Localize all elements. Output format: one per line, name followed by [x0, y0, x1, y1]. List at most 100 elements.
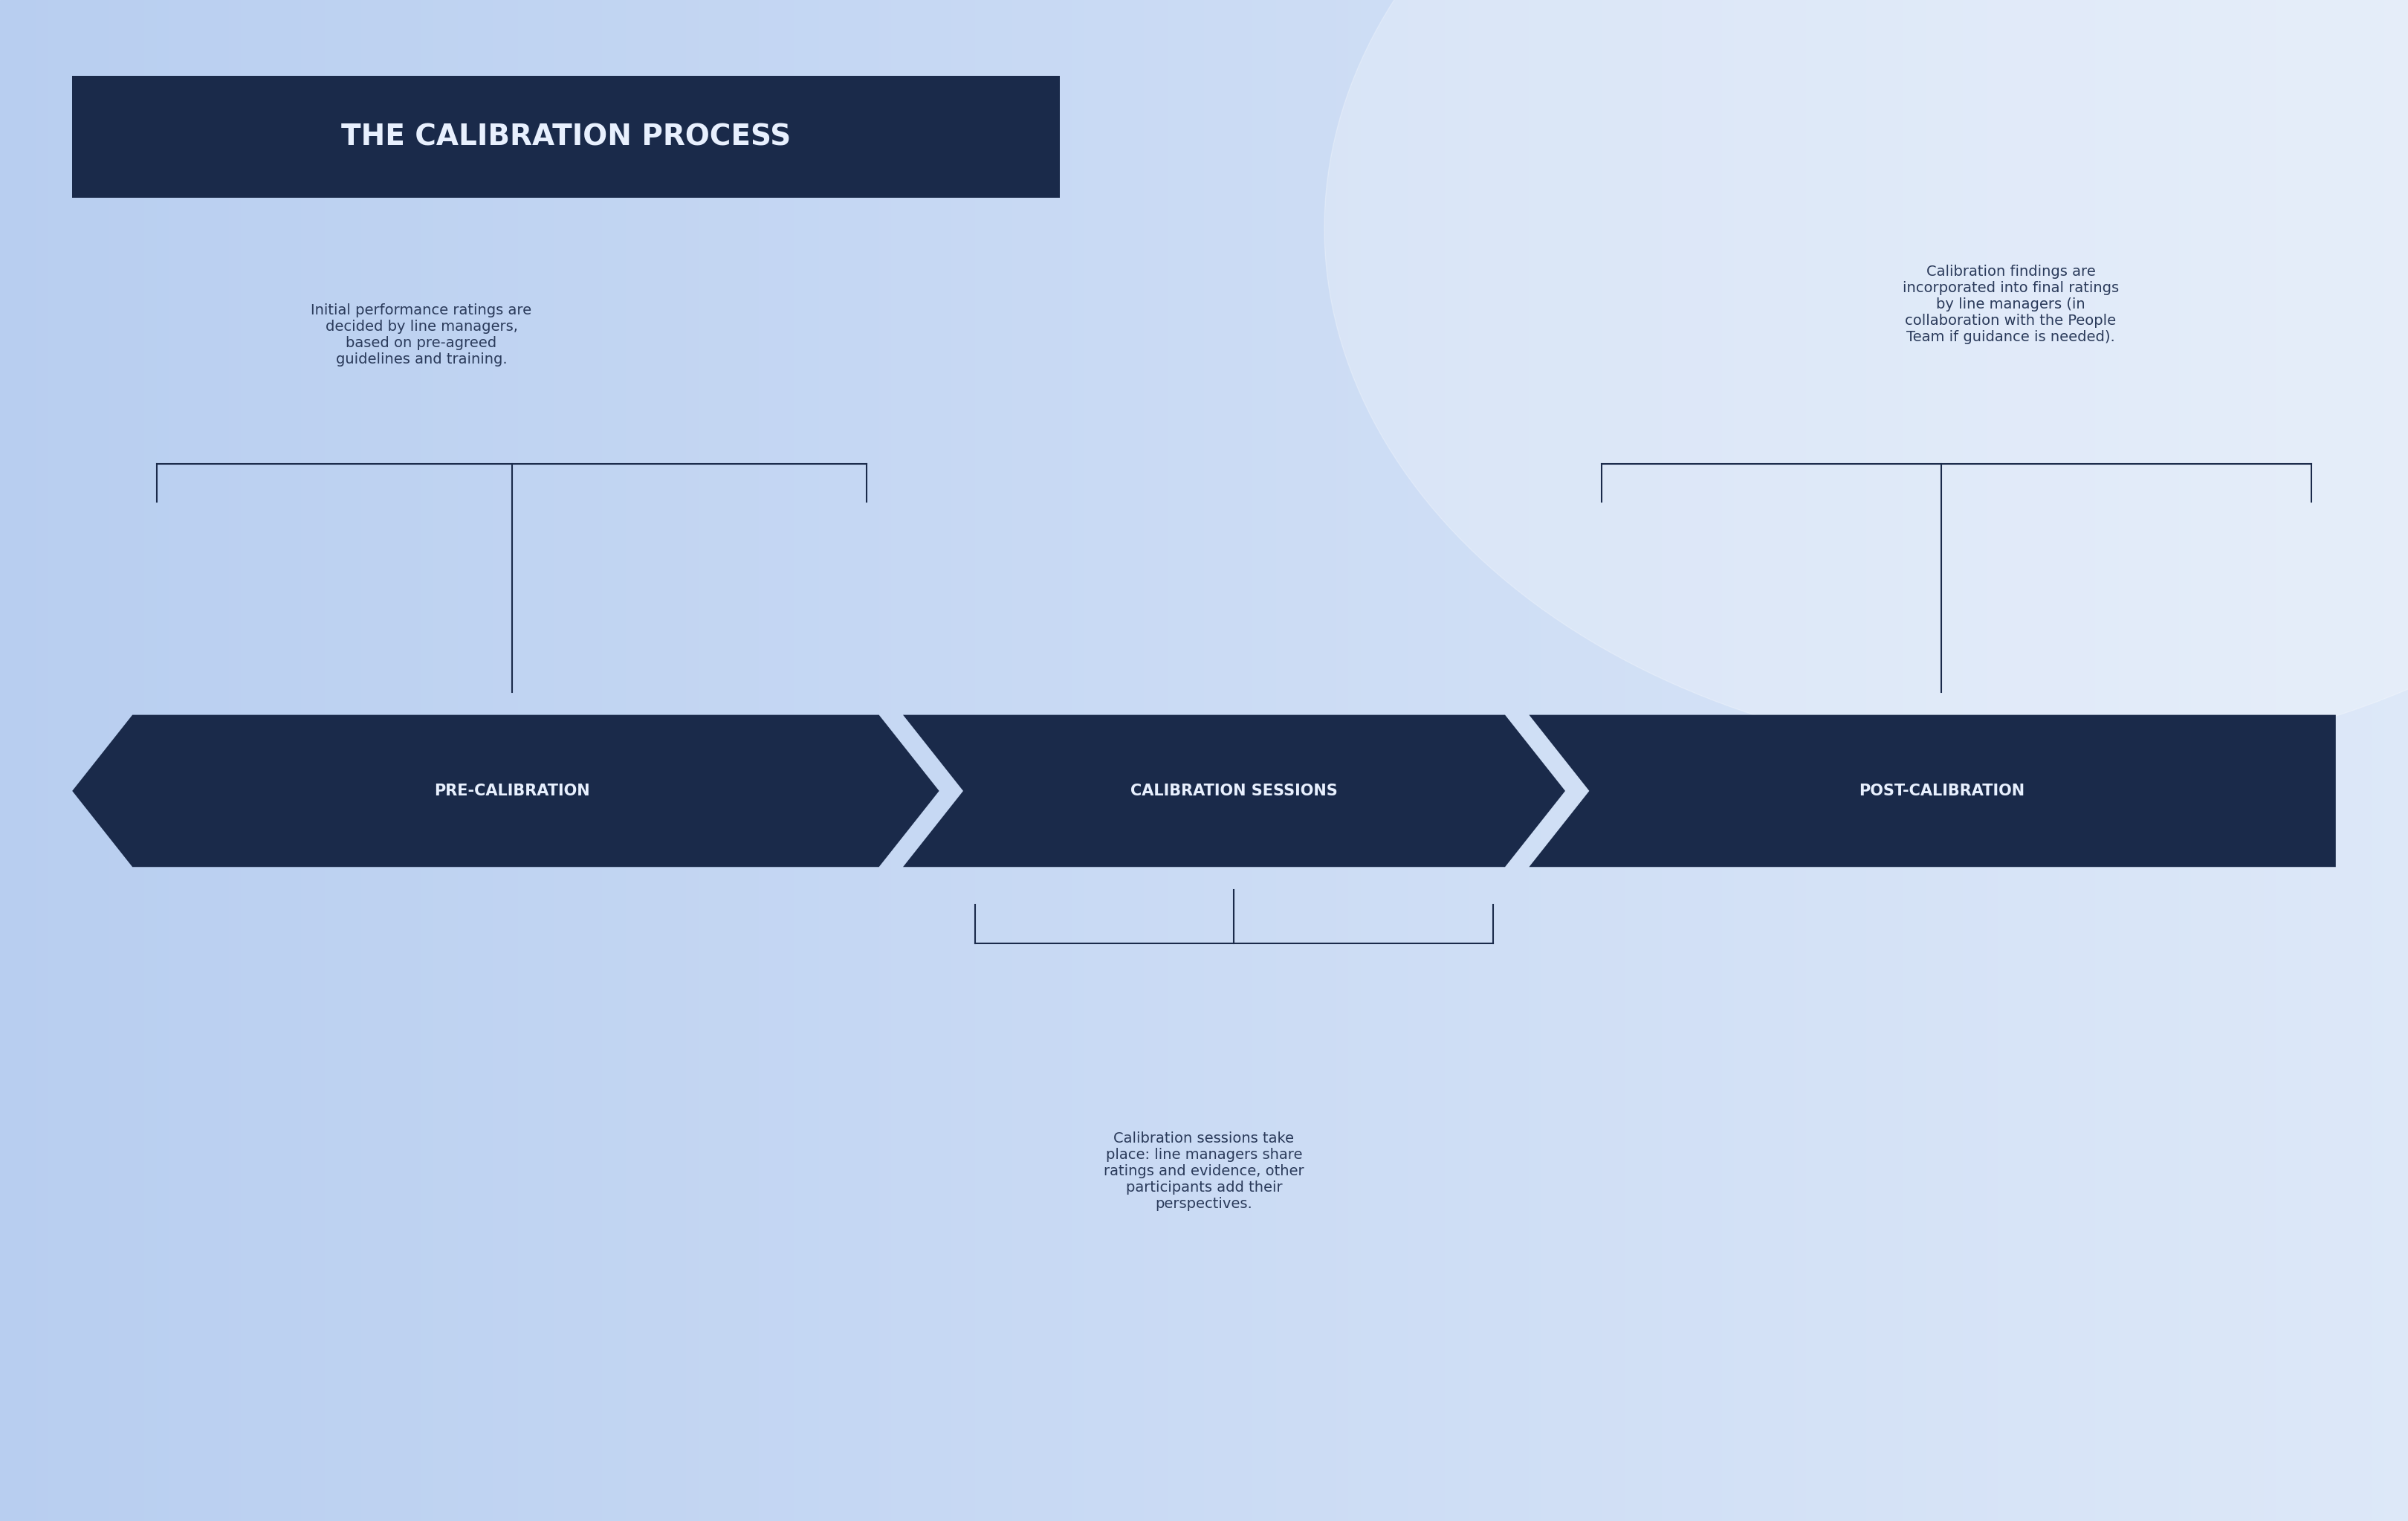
Bar — [1553, 0, 1565, 1521]
Bar — [590, 0, 602, 1521]
Bar — [879, 0, 891, 1521]
Bar — [1035, 0, 1047, 1521]
Bar — [253, 0, 265, 1521]
Bar — [1108, 0, 1120, 1521]
Bar — [963, 0, 975, 1521]
Bar — [1216, 0, 1228, 1521]
Bar — [2360, 0, 2372, 1521]
Bar — [2300, 0, 2312, 1521]
Bar — [1987, 0, 1999, 1521]
Bar — [2083, 0, 2095, 1521]
Bar — [1577, 0, 1589, 1521]
Bar — [1132, 0, 1144, 1521]
Bar — [1589, 0, 1601, 1521]
Bar — [554, 0, 566, 1521]
Bar — [1794, 0, 1806, 1521]
Bar — [1517, 0, 1529, 1521]
Text: THE CALIBRATION PROCESS: THE CALIBRATION PROCESS — [342, 123, 790, 151]
Text: Calibration sessions take
place: line managers share
ratings and evidence, other: Calibration sessions take place: line ma… — [1103, 1132, 1305, 1211]
Bar — [2251, 0, 2264, 1521]
Bar — [1963, 0, 1975, 1521]
Bar — [698, 0, 710, 1521]
Bar — [2348, 0, 2360, 1521]
Bar — [1096, 0, 1108, 1521]
Bar — [1878, 0, 1890, 1521]
Bar — [349, 0, 361, 1521]
Bar — [2215, 0, 2227, 1521]
Bar — [1613, 0, 1625, 1521]
Bar — [1637, 0, 1649, 1521]
Bar — [241, 0, 253, 1521]
Bar — [2167, 0, 2179, 1521]
Bar — [1625, 0, 1637, 1521]
Bar — [1409, 0, 1421, 1521]
Bar — [1493, 0, 1505, 1521]
Bar — [96, 0, 108, 1521]
Bar — [2071, 0, 2083, 1521]
Bar — [783, 0, 795, 1521]
Bar — [1361, 0, 1373, 1521]
Bar — [1481, 0, 1493, 1521]
Bar — [1698, 0, 1710, 1521]
Bar — [638, 0, 650, 1521]
Bar — [72, 0, 84, 1521]
Bar — [686, 0, 698, 1521]
Bar — [843, 0, 855, 1521]
Bar — [1541, 0, 1553, 1521]
Bar — [1397, 0, 1409, 1521]
Bar — [1806, 0, 1818, 1521]
Bar — [939, 0, 951, 1521]
Bar — [1180, 0, 1192, 1521]
Bar — [2396, 0, 2408, 1521]
Bar — [662, 0, 674, 1521]
Bar — [1011, 0, 1023, 1521]
Bar — [12, 0, 24, 1521]
Bar — [433, 0, 445, 1521]
Bar — [1300, 0, 1312, 1521]
Bar — [614, 0, 626, 1521]
Bar — [566, 0, 578, 1521]
Polygon shape — [72, 715, 939, 867]
Bar — [1252, 0, 1264, 1521]
Bar — [1649, 0, 1662, 1521]
Bar — [1072, 0, 1084, 1521]
Bar — [132, 0, 144, 1521]
Bar — [24, 0, 36, 1521]
Bar — [927, 0, 939, 1521]
Bar — [1469, 0, 1481, 1521]
Bar — [2107, 0, 2119, 1521]
Bar — [397, 0, 409, 1521]
Bar — [301, 0, 313, 1521]
Bar — [1722, 0, 1734, 1521]
Bar — [1120, 0, 1132, 1521]
Text: Calibration findings are
incorporated into final ratings
by line managers (in
co: Calibration findings are incorporated in… — [1902, 265, 2119, 344]
Bar — [1373, 0, 1385, 1521]
Bar — [1674, 0, 1686, 1521]
Bar — [1168, 0, 1180, 1521]
Bar — [84, 0, 96, 1521]
Bar — [578, 0, 590, 1521]
Bar — [2155, 0, 2167, 1521]
Bar — [1758, 0, 1770, 1521]
Bar — [1842, 0, 1854, 1521]
Bar — [746, 0, 759, 1521]
Bar — [470, 0, 482, 1521]
Bar — [2059, 0, 2071, 1521]
Bar — [1734, 0, 1746, 1521]
Bar — [361, 0, 373, 1521]
Bar — [445, 0, 458, 1521]
Bar — [2384, 0, 2396, 1521]
Text: CALIBRATION SESSIONS: CALIBRATION SESSIONS — [1129, 783, 1339, 799]
Bar — [2179, 0, 2191, 1521]
Bar — [1204, 0, 1216, 1521]
Bar — [1818, 0, 1830, 1521]
Bar — [819, 0, 831, 1521]
Bar — [1433, 0, 1445, 1521]
Bar — [1240, 0, 1252, 1521]
Bar — [602, 0, 614, 1521]
Bar — [506, 0, 518, 1521]
Bar — [193, 0, 205, 1521]
Bar — [1324, 0, 1336, 1521]
Bar — [325, 0, 337, 1521]
Bar — [0, 0, 12, 1521]
